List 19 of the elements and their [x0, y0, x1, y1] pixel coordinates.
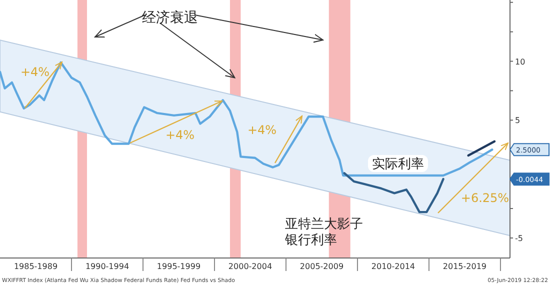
annotation: +4% — [20, 65, 50, 79]
text: 亚特兰大影子银行利率 — [284, 217, 363, 248]
annotation: +4% — [165, 128, 195, 142]
x-tick-label: 1985-1989 — [14, 262, 58, 271]
annotation: 经济衰退 — [142, 10, 198, 26]
y-tick-label: 5 — [515, 116, 520, 126]
x-tick-label: 2015-2019 — [442, 262, 487, 271]
line-series — [343, 172, 444, 214]
x-tick-label: 2000-2004 — [228, 262, 272, 271]
annotation: +4% — [247, 123, 277, 137]
line-series — [0, 61, 494, 177]
y-tick-label: -5 — [515, 234, 523, 243]
y-tick-label: 10 — [515, 57, 526, 66]
series-label: 实际利率 — [372, 156, 424, 172]
x-tick-label: 1995-1999 — [156, 262, 201, 271]
x-tick-label: 1990-1994 — [85, 262, 130, 271]
x-tick-label: 2010-2014 — [371, 262, 416, 271]
annotation: +6.25% — [460, 191, 510, 205]
x-tick-label: 2005-2009 — [300, 262, 344, 271]
